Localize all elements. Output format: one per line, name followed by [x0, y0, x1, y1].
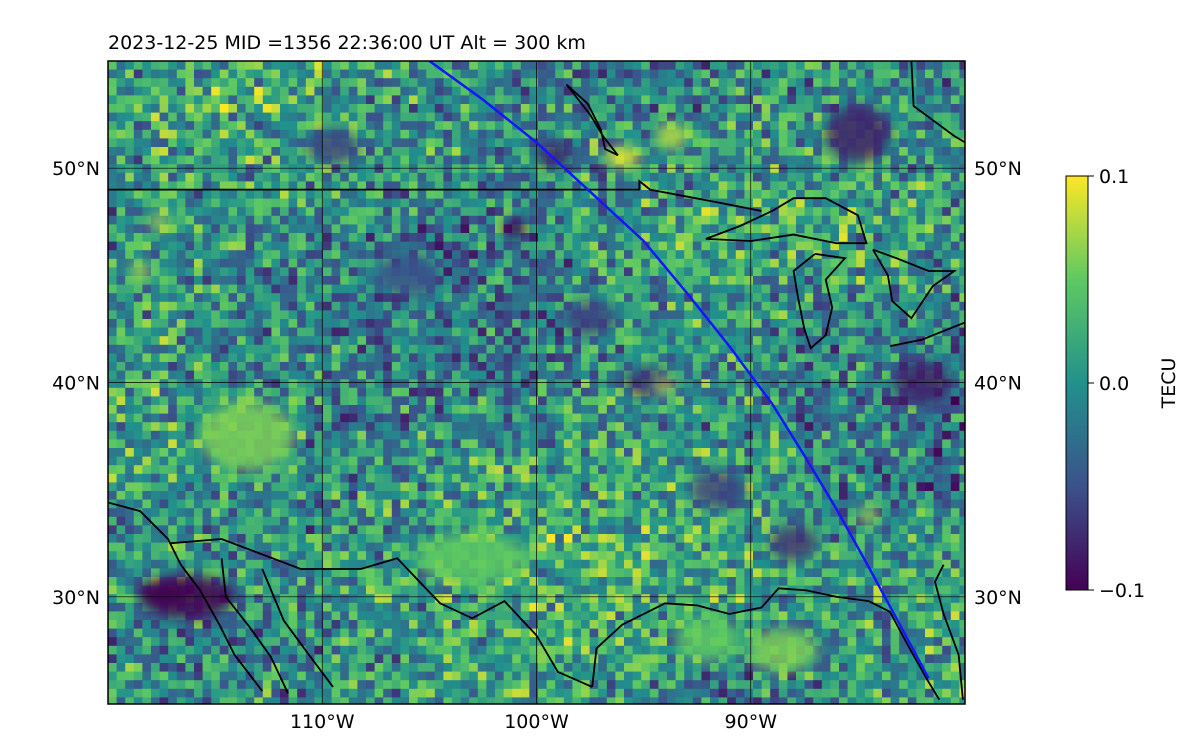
coastline [591, 587, 941, 701]
tec-anomaly [138, 579, 190, 606]
colorbar-ticks: 0.1 0.0 −0.1 [1088, 166, 1145, 602]
map-title: 2023-12-25 MID =1356 22:36:00 UT Alt = 3… [108, 32, 586, 54]
tec-anomaly [825, 105, 891, 162]
tec-anomaly [748, 629, 818, 672]
lon-label: 100°W [504, 711, 569, 733]
tec-anomaly [675, 618, 741, 662]
tec-anomaly [564, 301, 616, 336]
tec-anomaly [857, 506, 880, 524]
satellite-track-line [428, 61, 930, 679]
coastline [792, 253, 847, 350]
tec-anomaly [656, 379, 674, 395]
tec-anomaly [690, 470, 747, 510]
colorbar: 0.1 0.0 −0.1 TECU [1065, 166, 1180, 602]
tec-anomaly [131, 262, 149, 280]
coastline [261, 568, 334, 688]
colorbar-tick-label: 0.1 [1099, 166, 1129, 188]
colorbar-tick-label: 0.0 [1099, 373, 1129, 395]
tec-pixel-grid [108, 61, 965, 704]
lat-label-right: 40°N [974, 373, 1022, 395]
coastlines-and-borders [108, 61, 965, 701]
tec-anomaly [307, 129, 359, 164]
colorbar-tick-label: −0.1 [1099, 580, 1145, 602]
coastline [872, 248, 958, 320]
tec-anomaly [148, 213, 171, 231]
satellite-track [428, 61, 930, 679]
map-frame [107, 60, 966, 705]
graticule [108, 61, 965, 704]
lat-label-left: 50°N [52, 158, 100, 180]
coastline [889, 321, 965, 347]
lat-label-left: 30°N [52, 587, 100, 609]
coastline [108, 501, 264, 692]
coastline [220, 558, 289, 694]
coastline [910, 61, 965, 144]
map-panel [107, 60, 966, 705]
colorbar-gradient [1066, 176, 1088, 590]
latitude-tick-labels: 30°N 30°N 40°N 40°N 50°N 50°N [52, 158, 1022, 609]
lat-label-right: 30°N [974, 587, 1022, 609]
tec-anomaly [375, 253, 440, 297]
coastline [170, 538, 593, 688]
tec-anomaly [770, 526, 818, 561]
tec-anomaly-field [108, 61, 965, 704]
lon-label: 110°W [290, 711, 355, 733]
lat-label-right: 50°N [974, 158, 1022, 180]
tec-anomaly [656, 123, 687, 149]
coastline [108, 179, 762, 212]
longitude-tick-labels: 110°W 100°W 90°W [290, 711, 777, 733]
coastline [934, 564, 964, 700]
tec-anomaly [416, 532, 528, 584]
tec-anomaly [504, 217, 526, 239]
lon-label: 90°W [725, 711, 778, 733]
coastline [705, 197, 868, 245]
tec-anomaly [200, 401, 295, 471]
lat-label-left: 40°N [52, 373, 100, 395]
coastline [565, 83, 619, 157]
colorbar-label: TECU [1158, 358, 1180, 410]
